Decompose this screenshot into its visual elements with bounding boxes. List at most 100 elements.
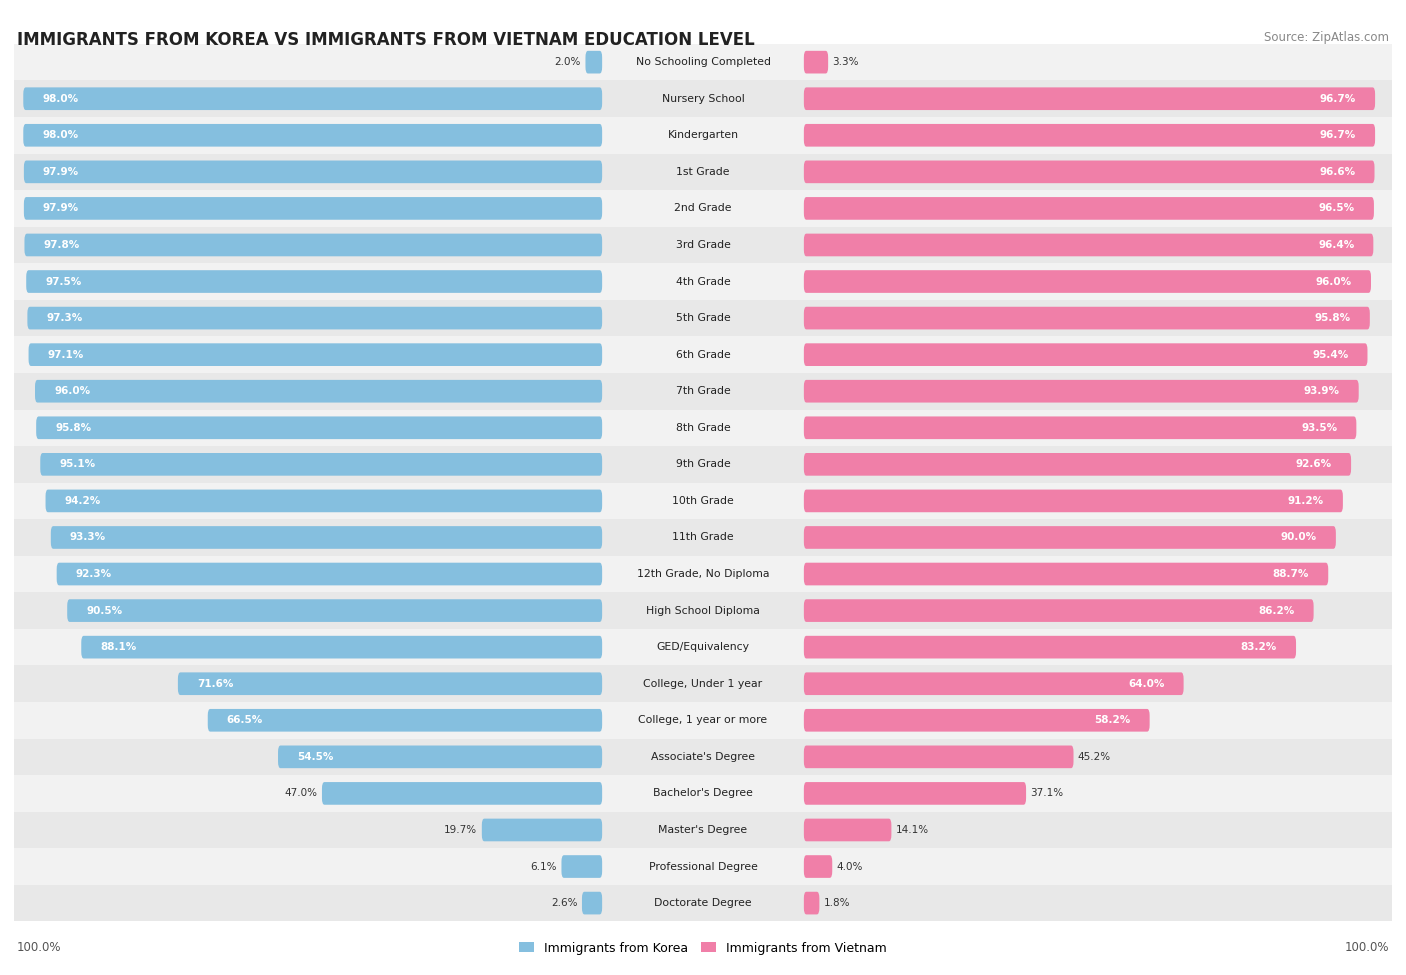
FancyBboxPatch shape — [804, 124, 1375, 146]
Bar — [14, 227, 1392, 263]
Bar — [14, 665, 1392, 702]
Text: IMMIGRANTS FROM KOREA VS IMMIGRANTS FROM VIETNAM EDUCATION LEVEL: IMMIGRANTS FROM KOREA VS IMMIGRANTS FROM… — [17, 31, 755, 49]
FancyBboxPatch shape — [322, 782, 602, 804]
Bar — [14, 81, 1392, 117]
Text: 98.0%: 98.0% — [42, 94, 79, 103]
Bar — [14, 447, 1392, 483]
Text: 4th Grade: 4th Grade — [676, 277, 730, 287]
Bar — [14, 410, 1392, 447]
FancyBboxPatch shape — [28, 343, 602, 366]
Text: 1st Grade: 1st Grade — [676, 167, 730, 176]
Text: 5th Grade: 5th Grade — [676, 313, 730, 323]
Text: 64.0%: 64.0% — [1128, 679, 1164, 688]
Bar — [14, 629, 1392, 665]
Text: College, Under 1 year: College, Under 1 year — [644, 679, 762, 688]
Text: 11th Grade: 11th Grade — [672, 532, 734, 542]
Text: High School Diploma: High School Diploma — [647, 605, 759, 615]
FancyBboxPatch shape — [45, 489, 602, 512]
FancyBboxPatch shape — [179, 673, 602, 695]
Text: 95.4%: 95.4% — [1312, 350, 1348, 360]
Text: 19.7%: 19.7% — [444, 825, 478, 835]
Bar — [14, 592, 1392, 629]
FancyBboxPatch shape — [804, 636, 1296, 658]
Text: 95.8%: 95.8% — [55, 423, 91, 433]
Bar — [14, 885, 1392, 921]
FancyBboxPatch shape — [27, 270, 602, 292]
FancyBboxPatch shape — [804, 88, 1375, 110]
FancyBboxPatch shape — [24, 197, 602, 219]
Text: 10th Grade: 10th Grade — [672, 496, 734, 506]
Text: 2nd Grade: 2nd Grade — [675, 204, 731, 214]
FancyBboxPatch shape — [804, 416, 1357, 439]
Bar — [14, 775, 1392, 811]
Text: 97.5%: 97.5% — [45, 277, 82, 287]
Bar — [14, 702, 1392, 739]
Bar — [14, 519, 1392, 556]
Bar — [14, 153, 1392, 190]
Text: 8th Grade: 8th Grade — [676, 423, 730, 433]
Text: 88.1%: 88.1% — [100, 643, 136, 652]
FancyBboxPatch shape — [804, 51, 828, 73]
Bar — [14, 44, 1392, 81]
Text: 98.0%: 98.0% — [42, 131, 79, 140]
Text: 96.7%: 96.7% — [1320, 131, 1355, 140]
Text: Doctorate Degree: Doctorate Degree — [654, 898, 752, 908]
Text: 90.5%: 90.5% — [86, 605, 122, 615]
FancyBboxPatch shape — [804, 892, 820, 915]
FancyBboxPatch shape — [804, 819, 891, 841]
FancyBboxPatch shape — [561, 855, 602, 878]
FancyBboxPatch shape — [804, 453, 1351, 476]
Text: 3.3%: 3.3% — [832, 58, 859, 67]
Text: 3rd Grade: 3rd Grade — [675, 240, 731, 250]
FancyBboxPatch shape — [482, 819, 602, 841]
Text: 45.2%: 45.2% — [1078, 752, 1111, 761]
Text: 96.7%: 96.7% — [1320, 94, 1355, 103]
Text: 95.8%: 95.8% — [1315, 313, 1351, 323]
Bar — [14, 263, 1392, 300]
Text: 96.6%: 96.6% — [1319, 167, 1355, 176]
Text: 92.3%: 92.3% — [76, 569, 112, 579]
Text: 97.3%: 97.3% — [46, 313, 83, 323]
FancyBboxPatch shape — [208, 709, 602, 731]
FancyBboxPatch shape — [37, 416, 602, 439]
Text: 97.9%: 97.9% — [44, 167, 79, 176]
Text: 92.6%: 92.6% — [1296, 459, 1331, 469]
FancyBboxPatch shape — [51, 526, 602, 549]
Text: 54.5%: 54.5% — [297, 752, 333, 761]
FancyBboxPatch shape — [804, 600, 1313, 622]
FancyBboxPatch shape — [82, 636, 602, 658]
Text: Source: ZipAtlas.com: Source: ZipAtlas.com — [1264, 31, 1389, 44]
Text: 14.1%: 14.1% — [896, 825, 929, 835]
Text: 37.1%: 37.1% — [1031, 789, 1063, 799]
Text: 12th Grade, No Diploma: 12th Grade, No Diploma — [637, 569, 769, 579]
FancyBboxPatch shape — [804, 709, 1150, 731]
Legend: Immigrants from Korea, Immigrants from Vietnam: Immigrants from Korea, Immigrants from V… — [519, 942, 887, 955]
Text: Associate's Degree: Associate's Degree — [651, 752, 755, 761]
Text: 94.2%: 94.2% — [65, 496, 101, 506]
Text: 71.6%: 71.6% — [197, 679, 233, 688]
Text: Professional Degree: Professional Degree — [648, 862, 758, 872]
FancyBboxPatch shape — [804, 161, 1375, 183]
Text: 1.8%: 1.8% — [824, 898, 851, 908]
Text: 97.8%: 97.8% — [44, 240, 80, 250]
FancyBboxPatch shape — [804, 489, 1343, 512]
FancyBboxPatch shape — [24, 124, 602, 146]
Bar — [14, 739, 1392, 775]
Text: 86.2%: 86.2% — [1258, 605, 1295, 615]
Text: 90.0%: 90.0% — [1281, 532, 1317, 542]
Bar — [14, 811, 1392, 848]
FancyBboxPatch shape — [804, 563, 1329, 585]
Text: Master's Degree: Master's Degree — [658, 825, 748, 835]
FancyBboxPatch shape — [27, 307, 602, 330]
Bar — [14, 300, 1392, 336]
Text: GED/Equivalency: GED/Equivalency — [657, 643, 749, 652]
FancyBboxPatch shape — [24, 88, 602, 110]
FancyBboxPatch shape — [804, 343, 1368, 366]
Text: 96.4%: 96.4% — [1317, 240, 1354, 250]
Text: 93.5%: 93.5% — [1301, 423, 1337, 433]
Text: 83.2%: 83.2% — [1240, 643, 1277, 652]
FancyBboxPatch shape — [804, 380, 1358, 403]
Bar — [14, 336, 1392, 372]
Text: 97.9%: 97.9% — [44, 204, 79, 214]
Text: 66.5%: 66.5% — [226, 716, 263, 725]
